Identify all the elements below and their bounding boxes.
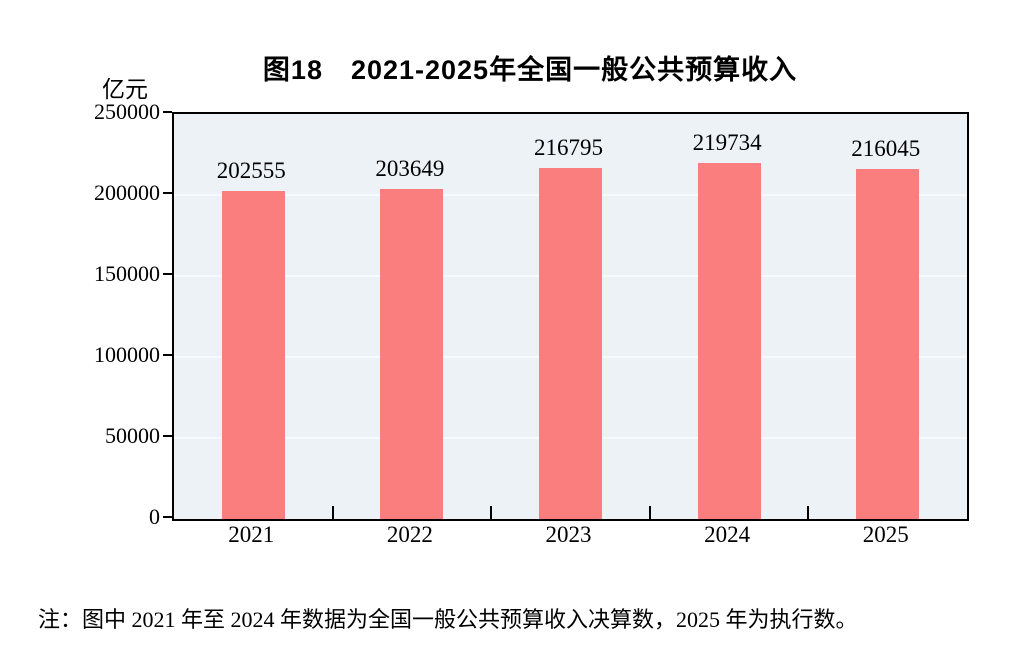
y-tick-0 — [163, 516, 172, 518]
bar-value-label-2022: 203649 — [375, 156, 445, 182]
x-tick-boundary-4 — [807, 506, 810, 519]
y-tick-label-100000: 100000 — [94, 342, 160, 367]
bar-2021 — [221, 190, 285, 519]
y-tick-label-250000: 250000 — [94, 99, 160, 124]
bar-value-label-2024: 219734 — [692, 130, 762, 156]
x-tick-label-2023: 2023 — [545, 522, 592, 547]
chart-title: 图18 2021-2025年全国一般公共预算收入 — [262, 55, 798, 85]
bar-2022 — [380, 189, 444, 519]
x-tick-label-2021: 2021 — [228, 522, 275, 547]
y-tick-label-0: 0 — [149, 504, 160, 529]
x-tick-boundary-2 — [490, 506, 493, 519]
y-tick-150000 — [163, 273, 172, 275]
bar-2024 — [697, 163, 761, 519]
y-tick-label-200000: 200000 — [94, 180, 160, 205]
plot-area — [172, 112, 969, 521]
bar-2025 — [856, 169, 920, 519]
y-tick-label-150000: 150000 — [94, 261, 160, 286]
bar-value-label-2021: 202555 — [216, 157, 286, 183]
y-axis-unit-label: 亿元 — [102, 77, 148, 102]
bar-value-label-2023: 216795 — [534, 134, 603, 160]
y-tick-50000 — [163, 435, 172, 437]
y-tick-100000 — [163, 354, 172, 356]
y-tick-250000 — [163, 111, 172, 113]
x-tick-label-2022: 2022 — [386, 522, 433, 547]
x-tick-boundary-1 — [331, 506, 334, 519]
footnote: 注：图中 2021 年至 2024 年数据为全国一般公共预算收入决算数，2025… — [38, 607, 858, 632]
y-tick-label-50000: 50000 — [105, 423, 160, 448]
bar-2023 — [539, 167, 602, 519]
bar-value-label-2025: 216045 — [851, 136, 921, 161]
x-tick-boundary-3 — [648, 506, 651, 519]
x-tick-label-2024: 2024 — [704, 522, 751, 547]
x-tick-label-2025: 2025 — [862, 522, 909, 547]
y-tick-200000 — [163, 192, 172, 194]
